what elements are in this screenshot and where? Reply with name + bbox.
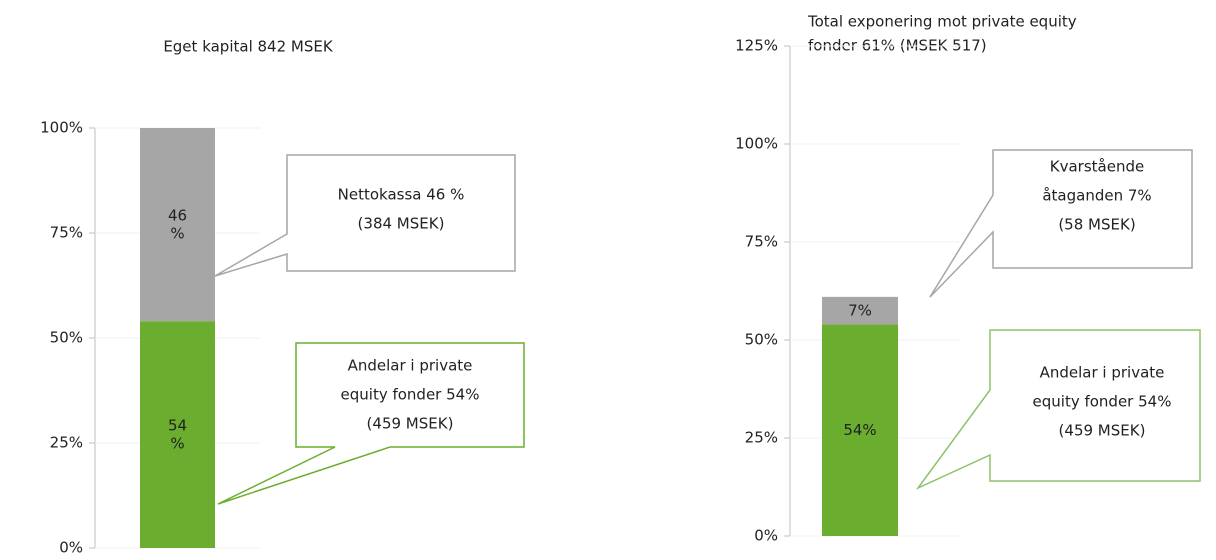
callout-box <box>929 149 1193 298</box>
y-tick-label: 50% <box>745 331 778 349</box>
callout-text: Kvarstående <box>1050 158 1144 176</box>
y-tick-label: 125% <box>735 37 778 55</box>
callout-text: (384 MSEK) <box>358 215 445 233</box>
data-label: 54% <box>168 416 187 452</box>
chart-title: Eget kapital 842 MSEK <box>163 38 334 56</box>
y-tick-label: 50% <box>50 329 83 347</box>
y-tick-label: 0% <box>59 539 83 557</box>
callout-text: equity fonder 54% <box>341 386 480 404</box>
data-label: 46% <box>168 206 187 242</box>
data-label: 54% <box>843 421 876 439</box>
chart-title: Total exponering mot private equity <box>807 13 1077 31</box>
bar-segment <box>140 128 215 322</box>
callout-text: Andelar i private <box>1040 364 1165 382</box>
callout-text: (459 MSEK) <box>367 415 454 433</box>
y-tick-label: 75% <box>745 233 778 251</box>
y-tick-label: 75% <box>50 224 83 242</box>
callout-text: Andelar i private <box>348 357 473 375</box>
bar-segment <box>822 324 898 536</box>
callout-text: åtaganden 7% <box>1042 187 1151 205</box>
y-tick-label: 100% <box>40 119 83 137</box>
y-tick-label: 100% <box>735 135 778 153</box>
data-label: 7% <box>848 301 872 319</box>
callout-text: equity fonder 54% <box>1033 393 1172 411</box>
bar-segment <box>140 321 215 548</box>
callout-text: Nettokassa 46 % <box>338 186 465 204</box>
callout-box <box>217 342 525 505</box>
bar-segment <box>822 296 898 325</box>
callout-text: (459 MSEK) <box>1059 422 1146 440</box>
y-tick-label: 25% <box>745 429 778 447</box>
y-tick-label: 25% <box>50 434 83 452</box>
callout-box <box>915 329 1201 490</box>
callout-box <box>214 154 516 277</box>
callout-text: (58 MSEK) <box>1058 216 1135 234</box>
y-tick-label: 0% <box>754 527 778 545</box>
